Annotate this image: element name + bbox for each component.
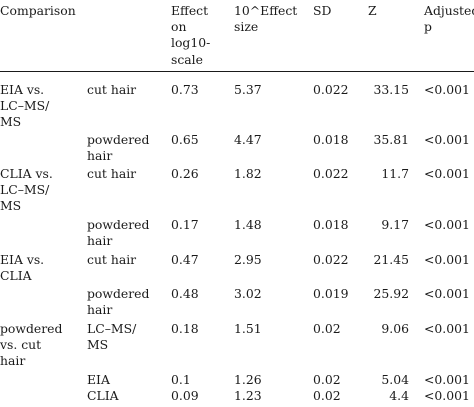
row-z: 33.15 xyxy=(373,82,409,97)
row-effect-size: 1.23 xyxy=(234,388,262,403)
row-sd: 0.022 xyxy=(313,252,349,267)
row-subgroup: powdered hair xyxy=(87,217,150,249)
row-comparison: CLIA vs. LC–MS/ MS xyxy=(0,166,53,214)
row-z: 21.45 xyxy=(373,252,409,267)
header-adjusted-p: Adjusted p xyxy=(424,3,474,35)
row-subgroup: cut hair xyxy=(87,252,137,267)
row-subgroup: CLIA xyxy=(87,388,119,403)
row-effect-size: 1.48 xyxy=(234,217,262,232)
row-adjusted-p: <0.001 xyxy=(424,372,470,387)
row-subgroup: EIA xyxy=(87,372,110,387)
row-effect-size: 1.82 xyxy=(234,166,262,181)
header-sd: SD xyxy=(313,3,332,18)
row-subgroup: powdered hair xyxy=(87,132,150,164)
row-subgroup: powdered hair xyxy=(87,286,150,318)
row-effect-log: 0.18 xyxy=(171,321,199,336)
row-z: 11.7 xyxy=(381,166,409,181)
header-effect-log: Effect on log10- scale xyxy=(171,3,211,67)
header-rule xyxy=(0,71,474,72)
row-effect-log: 0.09 xyxy=(171,388,199,403)
row-adjusted-p: <0.001 xyxy=(424,166,470,181)
row-adjusted-p: <0.001 xyxy=(424,252,470,267)
row-effect-size: 1.51 xyxy=(234,321,262,336)
row-comparison: powdered vs. cut hair xyxy=(0,321,63,369)
row-adjusted-p: <0.001 xyxy=(424,132,470,147)
row-comparison: EIA vs. CLIA xyxy=(0,252,45,284)
row-adjusted-p: <0.001 xyxy=(424,82,470,97)
row-sd: 0.02 xyxy=(313,372,341,387)
row-z: 4.4 xyxy=(389,388,409,403)
row-effect-size: 5.37 xyxy=(234,82,262,97)
row-effect-size: 1.26 xyxy=(234,372,262,387)
header-effect-size: 10^Effect size xyxy=(234,3,298,35)
row-subgroup: cut hair xyxy=(87,166,137,181)
row-z: 9.06 xyxy=(381,321,409,336)
row-sd: 0.02 xyxy=(313,321,341,336)
row-z: 9.17 xyxy=(381,217,409,232)
row-effect-size: 4.47 xyxy=(234,132,262,147)
row-effect-log: 0.1 xyxy=(171,372,191,387)
row-sd: 0.022 xyxy=(313,166,349,181)
row-effect-log: 0.17 xyxy=(171,217,199,232)
row-adjusted-p: <0.001 xyxy=(424,388,470,403)
row-effect-log: 0.26 xyxy=(171,166,199,181)
row-sd: 0.022 xyxy=(313,82,349,97)
row-subgroup: LC–MS/ MS xyxy=(87,321,137,353)
row-subgroup: cut hair xyxy=(87,82,137,97)
row-adjusted-p: <0.001 xyxy=(424,217,470,232)
row-comparison: EIA vs. LC–MS/ MS xyxy=(0,82,50,130)
row-sd: 0.02 xyxy=(313,388,341,403)
row-sd: 0.018 xyxy=(313,132,349,147)
row-effect-log: 0.65 xyxy=(171,132,199,147)
row-adjusted-p: <0.001 xyxy=(424,321,470,336)
header-comparison: Comparison xyxy=(0,3,76,18)
row-effect-log: 0.47 xyxy=(171,252,199,267)
row-adjusted-p: <0.001 xyxy=(424,286,470,301)
row-sd: 0.018 xyxy=(313,217,349,232)
row-effect-size: 3.02 xyxy=(234,286,262,301)
header-z: Z xyxy=(368,3,377,18)
row-effect-size: 2.95 xyxy=(234,252,262,267)
row-z: 5.04 xyxy=(381,372,409,387)
row-effect-log: 0.48 xyxy=(171,286,199,301)
row-z: 35.81 xyxy=(373,132,409,147)
row-sd: 0.019 xyxy=(313,286,349,301)
row-effect-log: 0.73 xyxy=(171,82,199,97)
row-z: 25.92 xyxy=(373,286,409,301)
